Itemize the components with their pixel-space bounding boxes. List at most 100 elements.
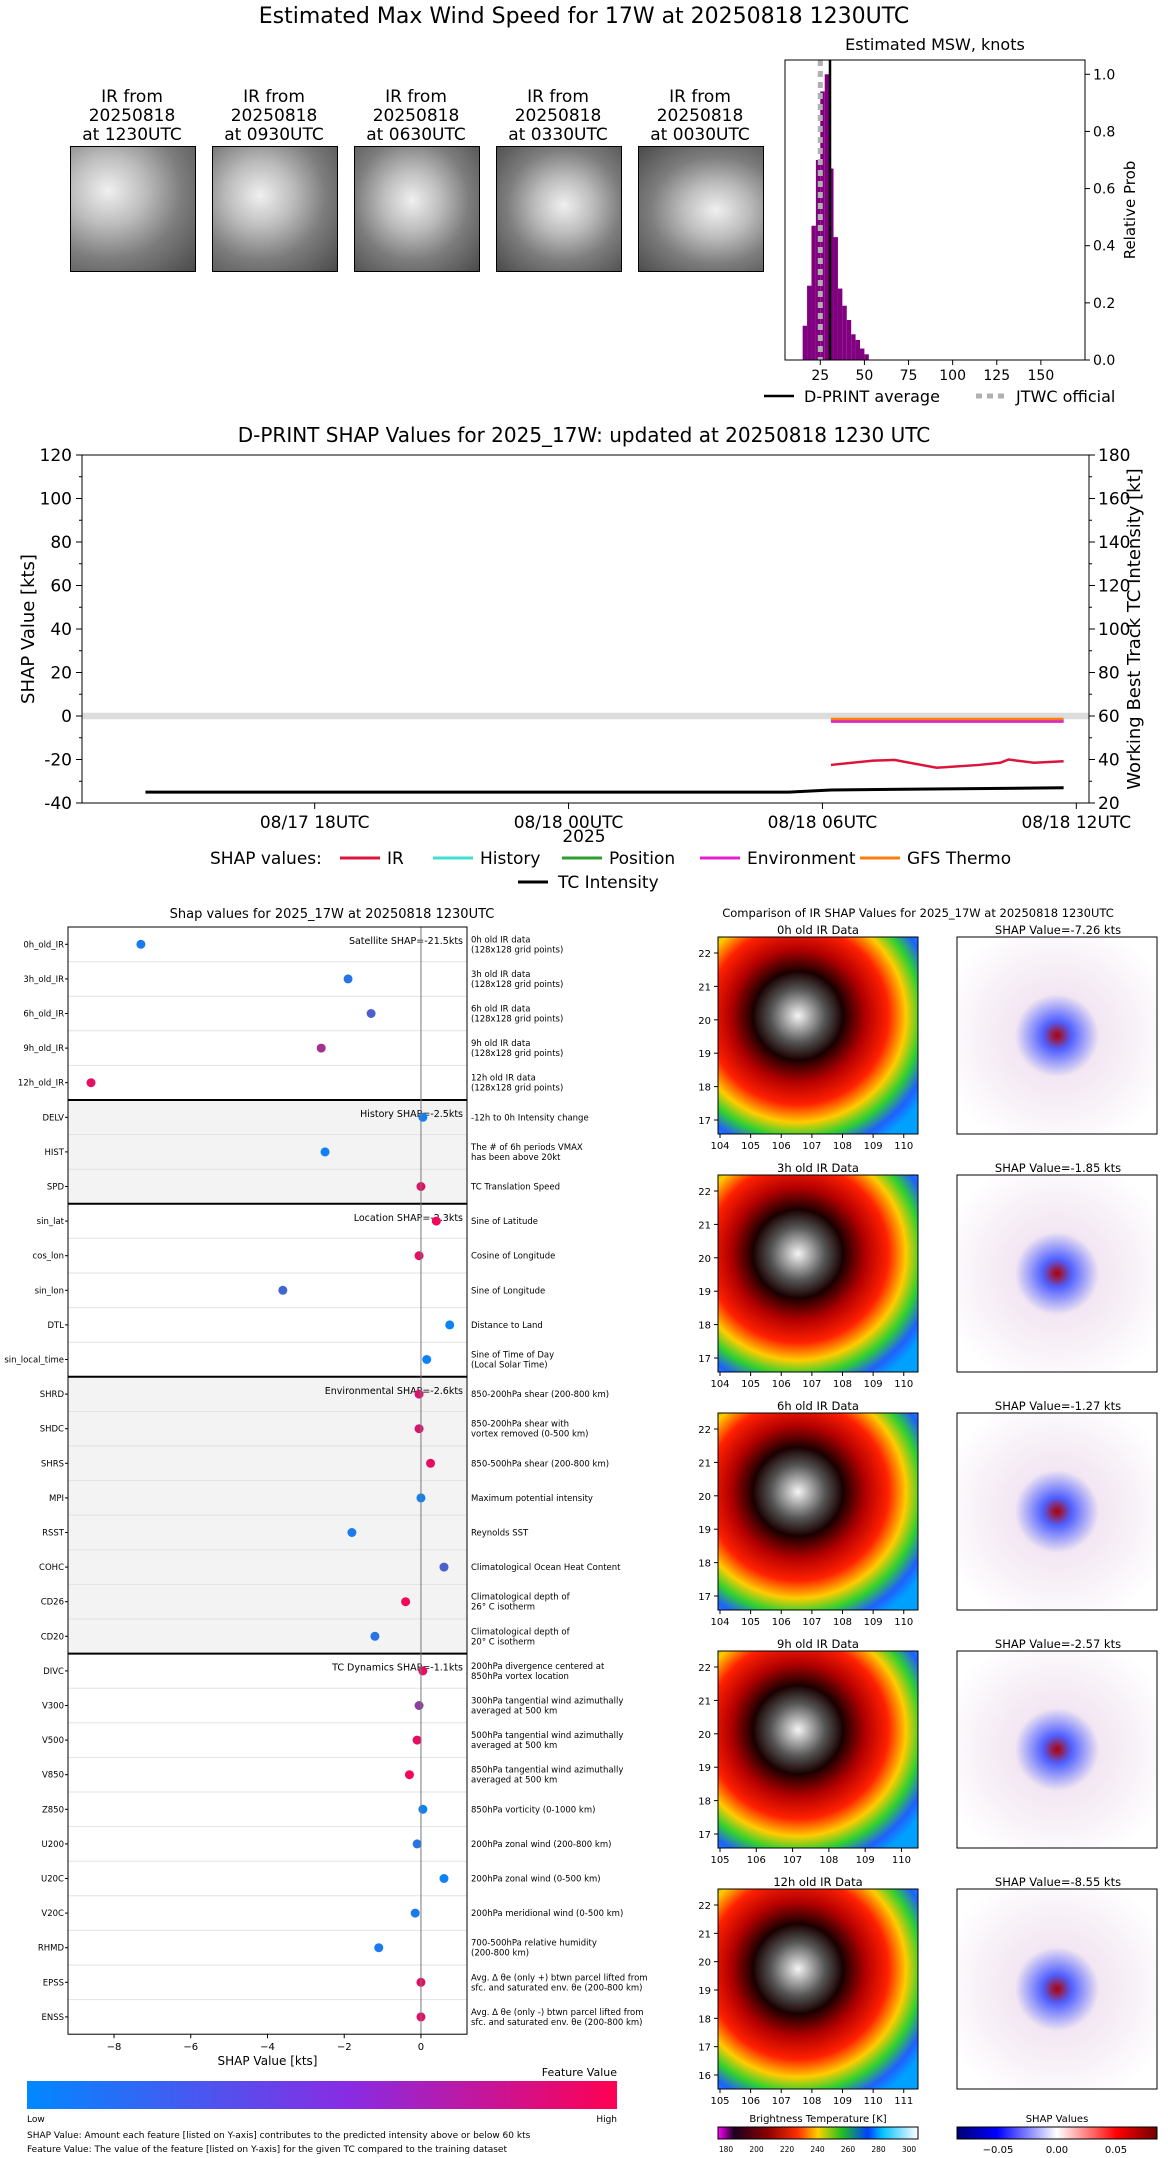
comparison-title: Comparison of IR SHAP Values for 2025_17…	[722, 906, 1114, 920]
feature-description: has been above 20kt	[471, 1153, 561, 1163]
feature-description: 700-500hPa relative humidity	[471, 1939, 597, 1949]
feature-description: averaged at 500 km	[471, 1776, 557, 1786]
feature-description: 6h old IR data	[471, 1005, 530, 1015]
series-line-tc-intensity	[145, 786, 1064, 794]
feature-name: V500	[42, 1736, 64, 1746]
footer-note-1: SHAP Value: Amount each feature [listed …	[27, 2131, 531, 2141]
ir-x-tick-label: 108	[819, 1855, 838, 1866]
x-tick-label: 100	[939, 368, 966, 384]
thumbnail-label-line: at 0630UTC	[366, 125, 466, 145]
y-tick-label: 0.2	[1093, 296, 1115, 312]
feature-description: Cosine of Longitude	[471, 1252, 555, 1262]
ir-comparison-chart: Comparison of IR SHAP Values for 2025_17…	[698, 906, 1158, 2156]
ir-y-tick-label: 19	[698, 1049, 711, 1060]
feature-name: 0h_old_IR	[23, 940, 64, 950]
feature-point	[136, 939, 146, 949]
colorbar-low-label: Low	[27, 2115, 45, 2125]
feature-description: Sine of Longitude	[471, 1286, 545, 1296]
histogram-bar	[855, 340, 860, 360]
page-title: Estimated Max Wind Speed for 17W at 2025…	[258, 4, 910, 29]
thumbnail-label: IR from 20250818 at 0930UTC	[192, 88, 356, 145]
ir-panel-title: 9h old IR Data	[777, 1637, 859, 1651]
feature-description: Climatological Ocean Heat Content	[471, 1563, 621, 1573]
sv-tick-label: 0.05	[1105, 2145, 1127, 2156]
ir-x-tick-label: 110	[894, 1617, 913, 1628]
legend-jtwc-label: JTWC official	[1015, 387, 1115, 406]
y-tick-label: 60	[50, 577, 72, 597]
thumbnail-label: IR from 20250818 at 0630UTC	[334, 88, 498, 145]
feature-point	[426, 1458, 436, 1468]
y-tick-label: 0.8	[1093, 124, 1115, 140]
ir-x-tick-label: 109	[856, 1855, 875, 1866]
x-tick-label: 0	[418, 2042, 424, 2053]
feature-point	[278, 1285, 288, 1295]
ir-x-tick-label: 107	[802, 1141, 821, 1152]
ir-y-tick-label: 18	[698, 2014, 711, 2025]
feature-point	[412, 1839, 422, 1849]
ir-x-tick-label: 109	[864, 1141, 883, 1152]
feature-description: 200hPa zonal wind (200-800 km)	[471, 1840, 611, 1850]
bt-tick-label: 300	[902, 2145, 917, 2154]
feature-description: Sine of Time of Day	[471, 1351, 554, 1361]
ir-x-tick-label: 105	[710, 2096, 729, 2107]
feature-point	[445, 1320, 455, 1330]
feature-description: 0h old IR data	[471, 935, 530, 945]
feature-description: (200-800 km)	[471, 1949, 529, 1959]
ir-x-tick-label: 110	[892, 1855, 911, 1866]
histogram-title: Estimated MSW, knots	[845, 35, 1025, 54]
ir-x-tick-label: 104	[710, 1141, 729, 1152]
feature-description: averaged at 500 km	[471, 1741, 557, 1751]
histogram-bar	[807, 285, 812, 360]
y-tick-label: 120	[40, 446, 72, 466]
ir-y-tick-label: 21	[698, 982, 711, 993]
legend-label: TC Intensity	[557, 873, 659, 893]
feature-name: COHC	[39, 1563, 64, 1573]
feature-description: -12h to 0h Intensity change	[471, 1113, 589, 1123]
ir-y-tick-label: 18	[698, 1559, 711, 1570]
x-tick-label: 75	[900, 368, 918, 384]
ir-y-tick-label: 17	[698, 1354, 711, 1365]
histogram-bar	[824, 74, 830, 361]
feature-name: sin_lon	[35, 1286, 64, 1296]
feature-name: V300	[42, 1702, 64, 1712]
ir-x-tick-label: 107	[802, 1617, 821, 1628]
shap-panel-image	[956, 1174, 1158, 1373]
ir-x-tick-label: 106	[772, 1379, 791, 1390]
feature-name: sin_lat	[37, 1217, 65, 1227]
ir-panel-image	[717, 1888, 919, 2090]
feature-description: vortex removed (0-500 km)	[471, 1430, 588, 1440]
feature-point	[316, 1043, 326, 1053]
feature-description: 9h old IR data	[471, 1039, 530, 1049]
x-tick-label: 08/18 06UTC	[768, 813, 878, 833]
histogram-bar	[837, 288, 843, 360]
feature-name: ENSS	[41, 2013, 64, 2023]
ir-x-tick-label: 107	[802, 1379, 821, 1390]
ir-x-tick-label: 109	[864, 1617, 883, 1628]
shap-panel-image	[956, 936, 1158, 1135]
ir-x-tick-label: 108	[833, 1141, 852, 1152]
feature-description: Reynolds SST	[471, 1529, 529, 1539]
x-tick-label: 25	[811, 368, 829, 384]
shap-panel-image	[956, 1650, 1158, 1849]
zero-band	[82, 712, 1089, 720]
y2-tick-label: 120	[1098, 577, 1130, 597]
feature-description: 850-200hPa shear (200-800 km)	[471, 1390, 609, 1400]
feature-point	[410, 1908, 420, 1918]
feature-description: 850-500hPa shear (200-800 km)	[471, 1459, 609, 1469]
feature-point	[374, 1943, 384, 1953]
ir-x-tick-label: 106	[772, 1141, 791, 1152]
ir-x-tick-label: 110	[894, 1379, 913, 1390]
bt-tick-label: 180	[719, 2145, 734, 2154]
legend-label: IR	[387, 849, 404, 869]
ir-panel-image	[717, 936, 919, 1135]
bt-tick-label: 220	[780, 2145, 795, 2154]
feature-name: HIST	[45, 1148, 65, 1158]
group-shade	[68, 1100, 467, 1204]
y2-tick-label: 20	[1098, 794, 1120, 814]
feature-name: 3h_old_IR	[23, 975, 64, 985]
ir-y-tick-label: 19	[698, 1986, 711, 1997]
feature-name: DELV	[42, 1113, 64, 1123]
ir-y-tick-label: 17	[698, 1830, 711, 1841]
x-tick-label: −2	[337, 2042, 352, 2053]
series-line-ir	[830, 758, 1064, 770]
